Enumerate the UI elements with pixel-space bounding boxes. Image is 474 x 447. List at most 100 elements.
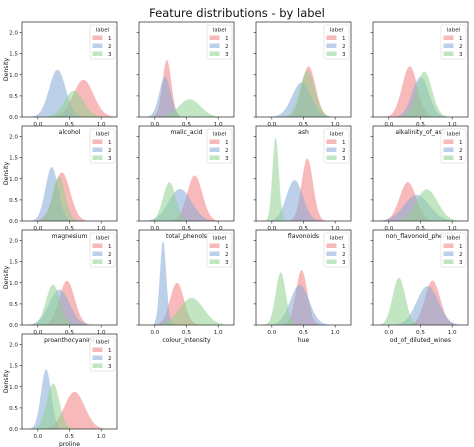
legend-entry-2: 2 bbox=[225, 44, 229, 50]
y-tick-label: 0.0 bbox=[9, 427, 18, 433]
legend-box bbox=[89, 128, 116, 164]
legend: label 1 2 3 bbox=[206, 24, 233, 60]
legend-swatch-1 bbox=[209, 243, 220, 248]
x-axis-label: proanthocyanins bbox=[44, 337, 95, 344]
density-od_of_diluted_wines-label-2 bbox=[373, 286, 468, 325]
legend-title: label bbox=[330, 28, 344, 34]
legend-entry-2: 2 bbox=[342, 252, 346, 258]
x-tick-label: 0.5 bbox=[416, 226, 425, 232]
legend-entry-3: 3 bbox=[459, 260, 463, 266]
legend-entry-3: 3 bbox=[342, 52, 346, 58]
density-colour_intensity-label-2 bbox=[139, 240, 234, 325]
legend-entry-2: 2 bbox=[225, 148, 229, 154]
legend-box bbox=[206, 24, 233, 60]
legend-swatch-2 bbox=[92, 43, 103, 48]
density-magnesium-label-1 bbox=[22, 172, 117, 221]
x-axis-label: proline bbox=[59, 441, 80, 447]
legend-swatch-3 bbox=[209, 259, 220, 264]
legend-entry-1: 1 bbox=[459, 140, 463, 146]
legend-entry-3: 3 bbox=[342, 156, 346, 162]
x-tick-label: 0.5 bbox=[182, 122, 191, 128]
legend-entry-2: 2 bbox=[459, 148, 463, 154]
legend-entry-3: 3 bbox=[225, 260, 229, 266]
y-axis-label: Density bbox=[3, 58, 10, 82]
legend-title: label bbox=[330, 132, 344, 138]
density-ash-label-3 bbox=[256, 70, 351, 117]
x-tick-label: 0.0 bbox=[267, 122, 276, 128]
y-tick-label: 0.5 bbox=[9, 94, 18, 100]
legend-box bbox=[323, 128, 350, 164]
y-axis-label: Density bbox=[3, 370, 10, 394]
x-tick-label: 1.0 bbox=[448, 330, 457, 336]
legend-entry-3: 3 bbox=[225, 52, 229, 58]
legend-swatch-3 bbox=[92, 363, 103, 368]
y-tick-label: 0.0 bbox=[9, 115, 18, 121]
panel-alcohol: 0.0 0.5 1.0 alcohol 0.0 0.5 1.0 1.5 2.0 Density la… bbox=[3, 21, 118, 136]
legend-swatch-1 bbox=[209, 35, 220, 40]
density-alcohol-label-2 bbox=[22, 69, 117, 117]
y-tick-label: 0.5 bbox=[9, 302, 18, 308]
legend-title: label bbox=[330, 236, 344, 242]
legend-entry-3: 3 bbox=[108, 260, 112, 266]
y-tick-label: 1.0 bbox=[9, 177, 18, 183]
legend-entry-2: 2 bbox=[342, 148, 346, 154]
density-proline-label-3 bbox=[22, 383, 117, 429]
legend: label 1 2 3 bbox=[89, 24, 116, 60]
legend-box bbox=[206, 128, 233, 164]
y-tick-label: 1.0 bbox=[9, 73, 18, 79]
legend-swatch-2 bbox=[443, 43, 454, 48]
x-tick-label: 1.0 bbox=[214, 330, 223, 336]
x-tick-label: 0.5 bbox=[65, 330, 74, 336]
density-total_phenols-label-3 bbox=[139, 182, 234, 221]
density-hue-label-3 bbox=[256, 272, 351, 325]
legend-swatch-2 bbox=[209, 251, 220, 256]
y-tick-label: 0.5 bbox=[9, 198, 18, 204]
x-axis-label: alcohol bbox=[59, 129, 81, 136]
legend: label 1 2 3 bbox=[440, 232, 467, 268]
legend-box bbox=[323, 232, 350, 268]
legend-entry-1: 1 bbox=[108, 244, 112, 250]
legend-title: label bbox=[447, 132, 461, 138]
legend-entry-2: 2 bbox=[225, 252, 229, 258]
legend-swatch-1 bbox=[326, 139, 337, 144]
legend-entry-1: 1 bbox=[342, 244, 346, 250]
x-axis-label: colour_intensity bbox=[162, 337, 211, 344]
legend-title: label bbox=[96, 236, 110, 242]
legend-swatch-3 bbox=[209, 155, 220, 160]
legend-swatch-2 bbox=[92, 147, 103, 152]
y-tick-label: 1.5 bbox=[9, 364, 18, 370]
x-tick-label: 0.5 bbox=[65, 122, 74, 128]
x-tick-label: 1.0 bbox=[448, 226, 457, 232]
legend-swatch-2 bbox=[209, 147, 220, 152]
density-alcohol-label-1 bbox=[22, 79, 117, 117]
legend-swatch-1 bbox=[326, 35, 337, 40]
x-tick-label: 0.0 bbox=[267, 226, 276, 232]
legend-swatch-1 bbox=[326, 243, 337, 248]
y-tick-label: 2.0 bbox=[9, 343, 18, 349]
x-tick-label: 1.0 bbox=[97, 122, 106, 128]
density-flavonoids-label-3 bbox=[256, 137, 351, 221]
density-hue-label-2 bbox=[256, 284, 351, 325]
x-axis-label: ash bbox=[298, 129, 309, 136]
legend-entry-2: 2 bbox=[459, 44, 463, 50]
panel-malic_acid: 0.0 0.5 1.0 malic_acid label 1 2 3 bbox=[136, 21, 235, 136]
legend-box bbox=[89, 336, 116, 372]
x-tick-label: 0.0 bbox=[384, 330, 393, 336]
legend-entry-2: 2 bbox=[459, 252, 463, 258]
legend-entry-1: 1 bbox=[459, 244, 463, 250]
legend-entry-2: 2 bbox=[108, 148, 112, 154]
x-axis-label: malic_acid bbox=[170, 129, 202, 136]
legend-box bbox=[89, 24, 116, 60]
x-tick-label: 0.5 bbox=[65, 226, 74, 232]
x-tick-label: 0.5 bbox=[416, 330, 425, 336]
legend-swatch-3 bbox=[326, 155, 337, 160]
legend-swatch-1 bbox=[92, 35, 103, 40]
legend-box bbox=[440, 232, 467, 268]
x-tick-label: 1.0 bbox=[97, 330, 106, 336]
x-tick-label: 0.5 bbox=[299, 330, 308, 336]
legend-swatch-3 bbox=[92, 51, 103, 56]
legend: label 1 2 3 bbox=[89, 336, 116, 372]
legend-swatch-2 bbox=[92, 251, 103, 256]
x-axis-label: total_phenols bbox=[166, 233, 207, 240]
